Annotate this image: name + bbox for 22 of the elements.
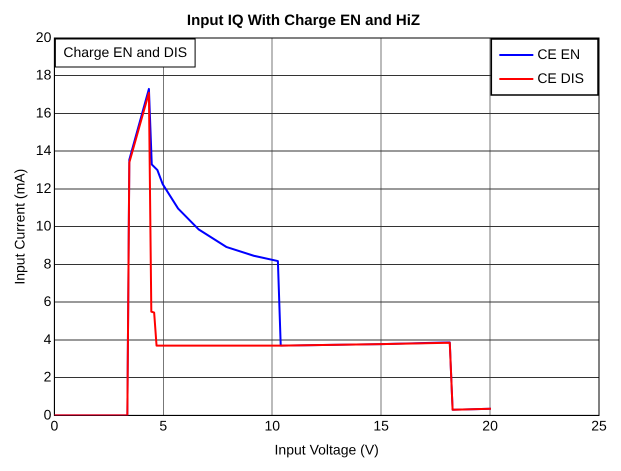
y-tick-label: 14	[36, 142, 52, 158]
x-tick-label: 25	[591, 418, 607, 434]
y-tick-label: 20	[36, 28, 52, 45]
y-tick-label: 10	[36, 218, 52, 234]
y-axis-title: Input Current (mA)	[11, 168, 28, 285]
x-tick-label: 15	[373, 418, 390, 434]
y-tick-label: 0	[44, 406, 52, 422]
y-tick-label: 8	[44, 255, 52, 272]
y-tick-label: 18	[36, 66, 52, 83]
legend-label: CE DIS	[537, 70, 584, 86]
x-tick-label: 20	[482, 418, 498, 434]
legend-label: CE EN	[537, 46, 580, 62]
y-tick-label: 2	[44, 368, 52, 385]
chart-title: Input IQ With Charge EN and HiZ	[186, 12, 420, 30]
annotation: Charge EN and DIS	[63, 44, 188, 60]
y-tick-label: 6	[44, 293, 52, 310]
y-tick-label: 16	[36, 104, 52, 120]
x-tick-label: 10	[264, 418, 280, 434]
x-tick-label: 5	[159, 418, 168, 434]
y-tick-label: 12	[36, 180, 52, 196]
x-axis-title: Input Voltage (V)	[274, 441, 379, 458]
y-tick-label: 4	[44, 330, 52, 347]
